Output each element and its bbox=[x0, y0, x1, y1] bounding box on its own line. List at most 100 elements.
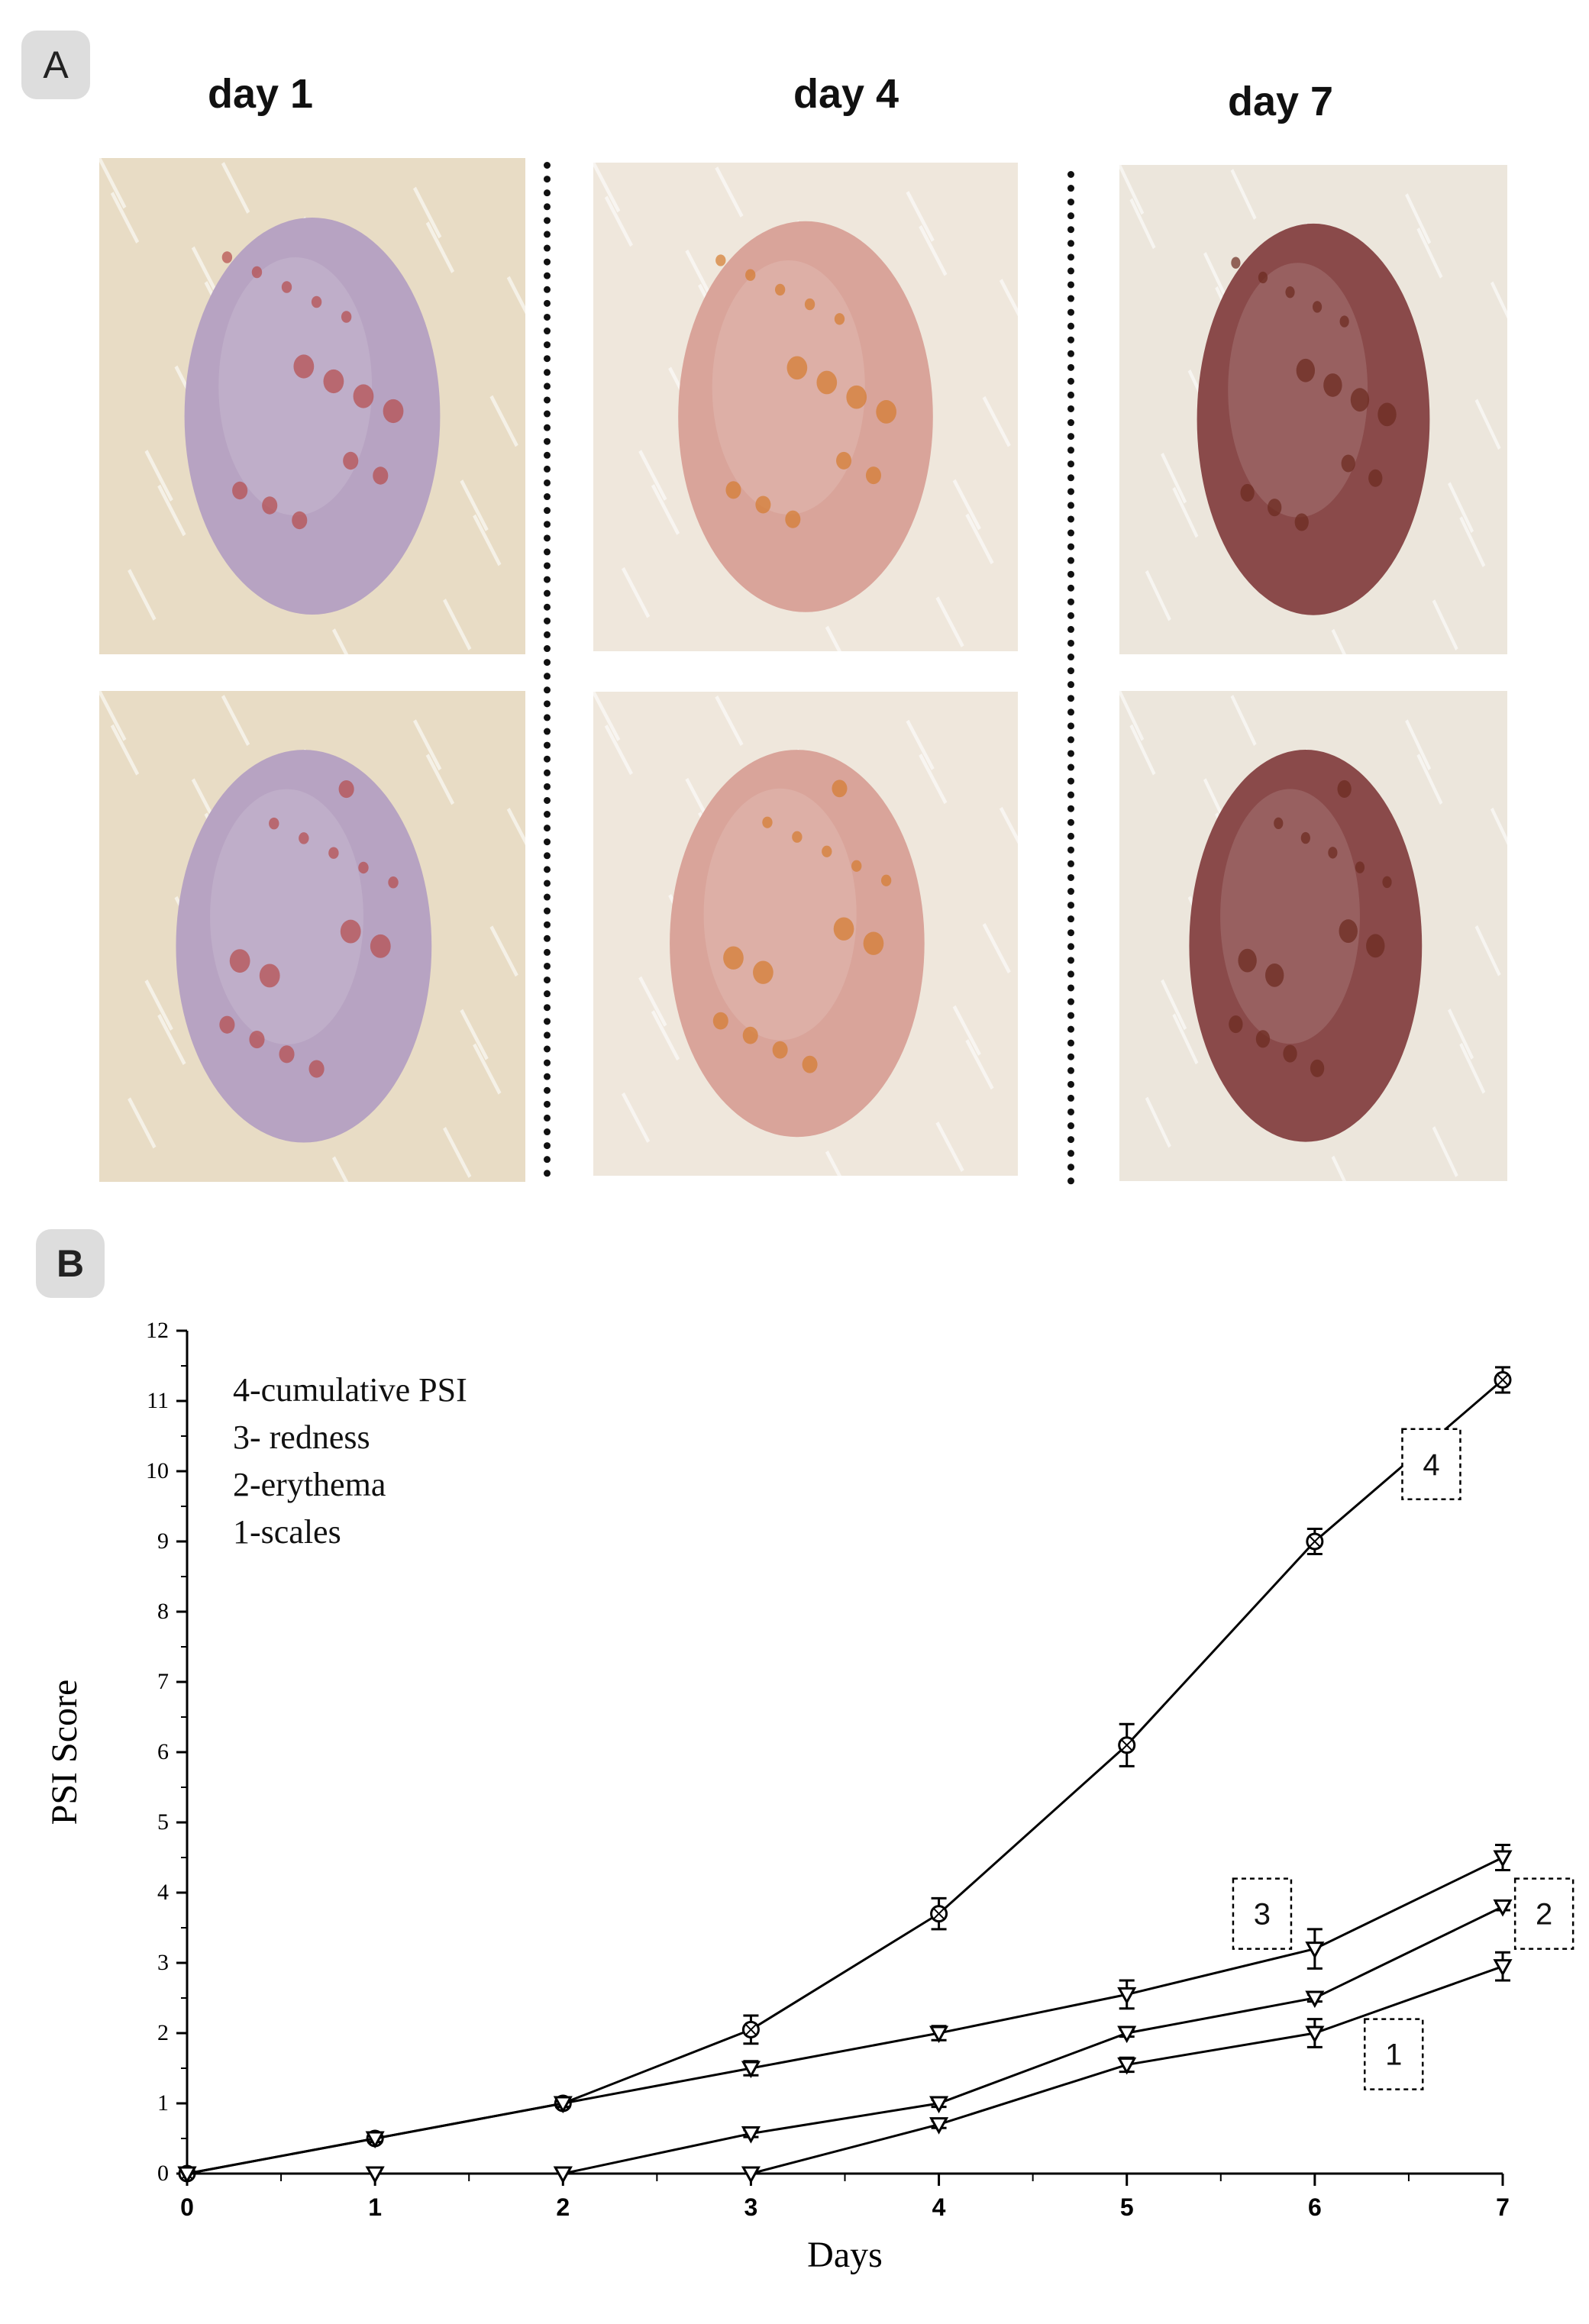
photo-illustration bbox=[1119, 691, 1507, 1181]
annotation-label-3: 3 bbox=[1254, 1898, 1271, 1932]
fur-strand bbox=[1448, 1008, 1474, 1060]
annotation-label-4: 4 bbox=[1423, 1448, 1439, 1482]
y-axis-label: PSI Score bbox=[44, 1680, 85, 1825]
annotation-label-2: 2 bbox=[1536, 1898, 1552, 1932]
fur-strand bbox=[1172, 486, 1199, 538]
lesion-spot bbox=[1339, 315, 1349, 328]
lesion-spot bbox=[1310, 1059, 1325, 1077]
day4-label: day 4 bbox=[793, 71, 899, 117]
x-tick-label: 1 bbox=[368, 2193, 382, 2221]
skin-patch bbox=[176, 750, 432, 1143]
annotation-label-1: 1 bbox=[1385, 2038, 1402, 2072]
fur-strand bbox=[1416, 228, 1443, 279]
lesion-spot bbox=[851, 860, 862, 872]
fur-strand bbox=[1172, 1013, 1199, 1065]
skin-highlight bbox=[1228, 263, 1368, 518]
fur-strand bbox=[1161, 979, 1187, 1031]
lesion-spot bbox=[340, 919, 361, 944]
x-tick-label: 6 bbox=[1308, 2193, 1322, 2221]
fur-strand bbox=[110, 192, 140, 244]
fur-strand bbox=[935, 1121, 964, 1172]
lesion-spot bbox=[846, 385, 867, 409]
y-tick-label: 6 bbox=[157, 1739, 169, 1764]
fur-strand bbox=[1331, 1155, 1347, 1181]
fur-strand bbox=[473, 514, 502, 566]
photo-illustration bbox=[593, 163, 1018, 651]
fur-strand bbox=[906, 719, 935, 770]
series-1-point bbox=[1305, 2025, 1325, 2044]
lesion-spot bbox=[249, 1030, 265, 1049]
fur-strand bbox=[982, 923, 1011, 974]
lesion-spot bbox=[804, 298, 815, 311]
lesion-spot bbox=[774, 283, 786, 296]
panel-b-badge: B bbox=[36, 1229, 105, 1298]
fur-strand bbox=[144, 450, 173, 502]
lesion-spot bbox=[802, 1055, 818, 1073]
x-tick-label: 4 bbox=[932, 2193, 946, 2221]
fur-strand bbox=[157, 484, 186, 537]
fur-strand bbox=[1490, 281, 1507, 319]
fur-strand bbox=[128, 1097, 157, 1149]
fur-strand bbox=[952, 1005, 981, 1056]
fur-strand bbox=[331, 628, 349, 654]
fur-strand bbox=[622, 1092, 651, 1143]
series-2-point bbox=[1493, 1899, 1513, 1917]
y-tick-label: 7 bbox=[157, 1669, 169, 1694]
lesion-spot bbox=[1337, 780, 1352, 798]
y-tick-label: 5 bbox=[157, 1809, 169, 1835]
fur-strand bbox=[425, 221, 455, 273]
lesion-spot bbox=[1323, 373, 1342, 397]
y-tick-label: 11 bbox=[147, 1388, 169, 1413]
photo-illustration bbox=[99, 158, 525, 654]
lesion-spot bbox=[792, 831, 803, 843]
lesion-spot bbox=[323, 369, 344, 394]
fur-strand bbox=[638, 976, 667, 1027]
fur-strand bbox=[221, 162, 250, 214]
series-1-line bbox=[187, 1965, 1503, 2175]
skin-photo-day4-bottom-image bbox=[593, 692, 1018, 1176]
fur-strand bbox=[473, 1043, 502, 1095]
x-tick-label: 5 bbox=[1120, 2193, 1134, 2221]
series-1-point bbox=[553, 2166, 573, 2184]
lesion-spot bbox=[1382, 876, 1392, 889]
lesion-spot bbox=[1328, 847, 1338, 859]
skin-highlight bbox=[703, 788, 857, 1041]
lesion-spot bbox=[262, 496, 278, 515]
y-tick-label: 4 bbox=[157, 1880, 169, 1905]
photo-illustration bbox=[1119, 165, 1507, 654]
series-2-point bbox=[1305, 1990, 1325, 2009]
fur-strand bbox=[506, 276, 525, 315]
fur-strand bbox=[443, 1126, 472, 1178]
series-1-point bbox=[365, 2166, 385, 2184]
lesion-spot bbox=[755, 495, 771, 514]
skin-patch bbox=[184, 218, 441, 615]
lesion-spot bbox=[1268, 499, 1282, 517]
fur-strand bbox=[715, 166, 744, 218]
fur-strand bbox=[825, 1150, 842, 1176]
lesion-spot bbox=[1285, 286, 1295, 299]
lesion-spot bbox=[876, 400, 896, 424]
series-3-point bbox=[741, 2061, 761, 2079]
fur-strand bbox=[999, 279, 1018, 317]
fur-strand bbox=[604, 195, 633, 247]
fur-strand bbox=[1230, 695, 1257, 746]
lesion-spot bbox=[833, 917, 854, 941]
fur-strand bbox=[1405, 719, 1432, 771]
series-2-point bbox=[929, 2096, 949, 2114]
y-tick-label: 12 bbox=[146, 1318, 169, 1343]
annotation-box-1 bbox=[1363, 2018, 1424, 2090]
lesion-spot bbox=[251, 266, 263, 279]
fur-strand bbox=[1432, 599, 1458, 650]
fur-strand bbox=[825, 625, 842, 651]
fur-strand bbox=[935, 596, 964, 647]
lesion-spot bbox=[1355, 861, 1365, 873]
x-tick-label: 3 bbox=[744, 2193, 758, 2221]
series-3-point bbox=[1305, 1942, 1325, 1959]
fur-strand bbox=[460, 1009, 489, 1060]
series-1-point bbox=[1493, 1959, 1513, 1977]
fur-strand bbox=[1145, 1096, 1171, 1148]
fur-strand bbox=[1161, 452, 1187, 504]
fur-strand bbox=[128, 569, 157, 621]
fur-strand bbox=[1474, 925, 1501, 976]
series-1-point bbox=[929, 2117, 949, 2135]
